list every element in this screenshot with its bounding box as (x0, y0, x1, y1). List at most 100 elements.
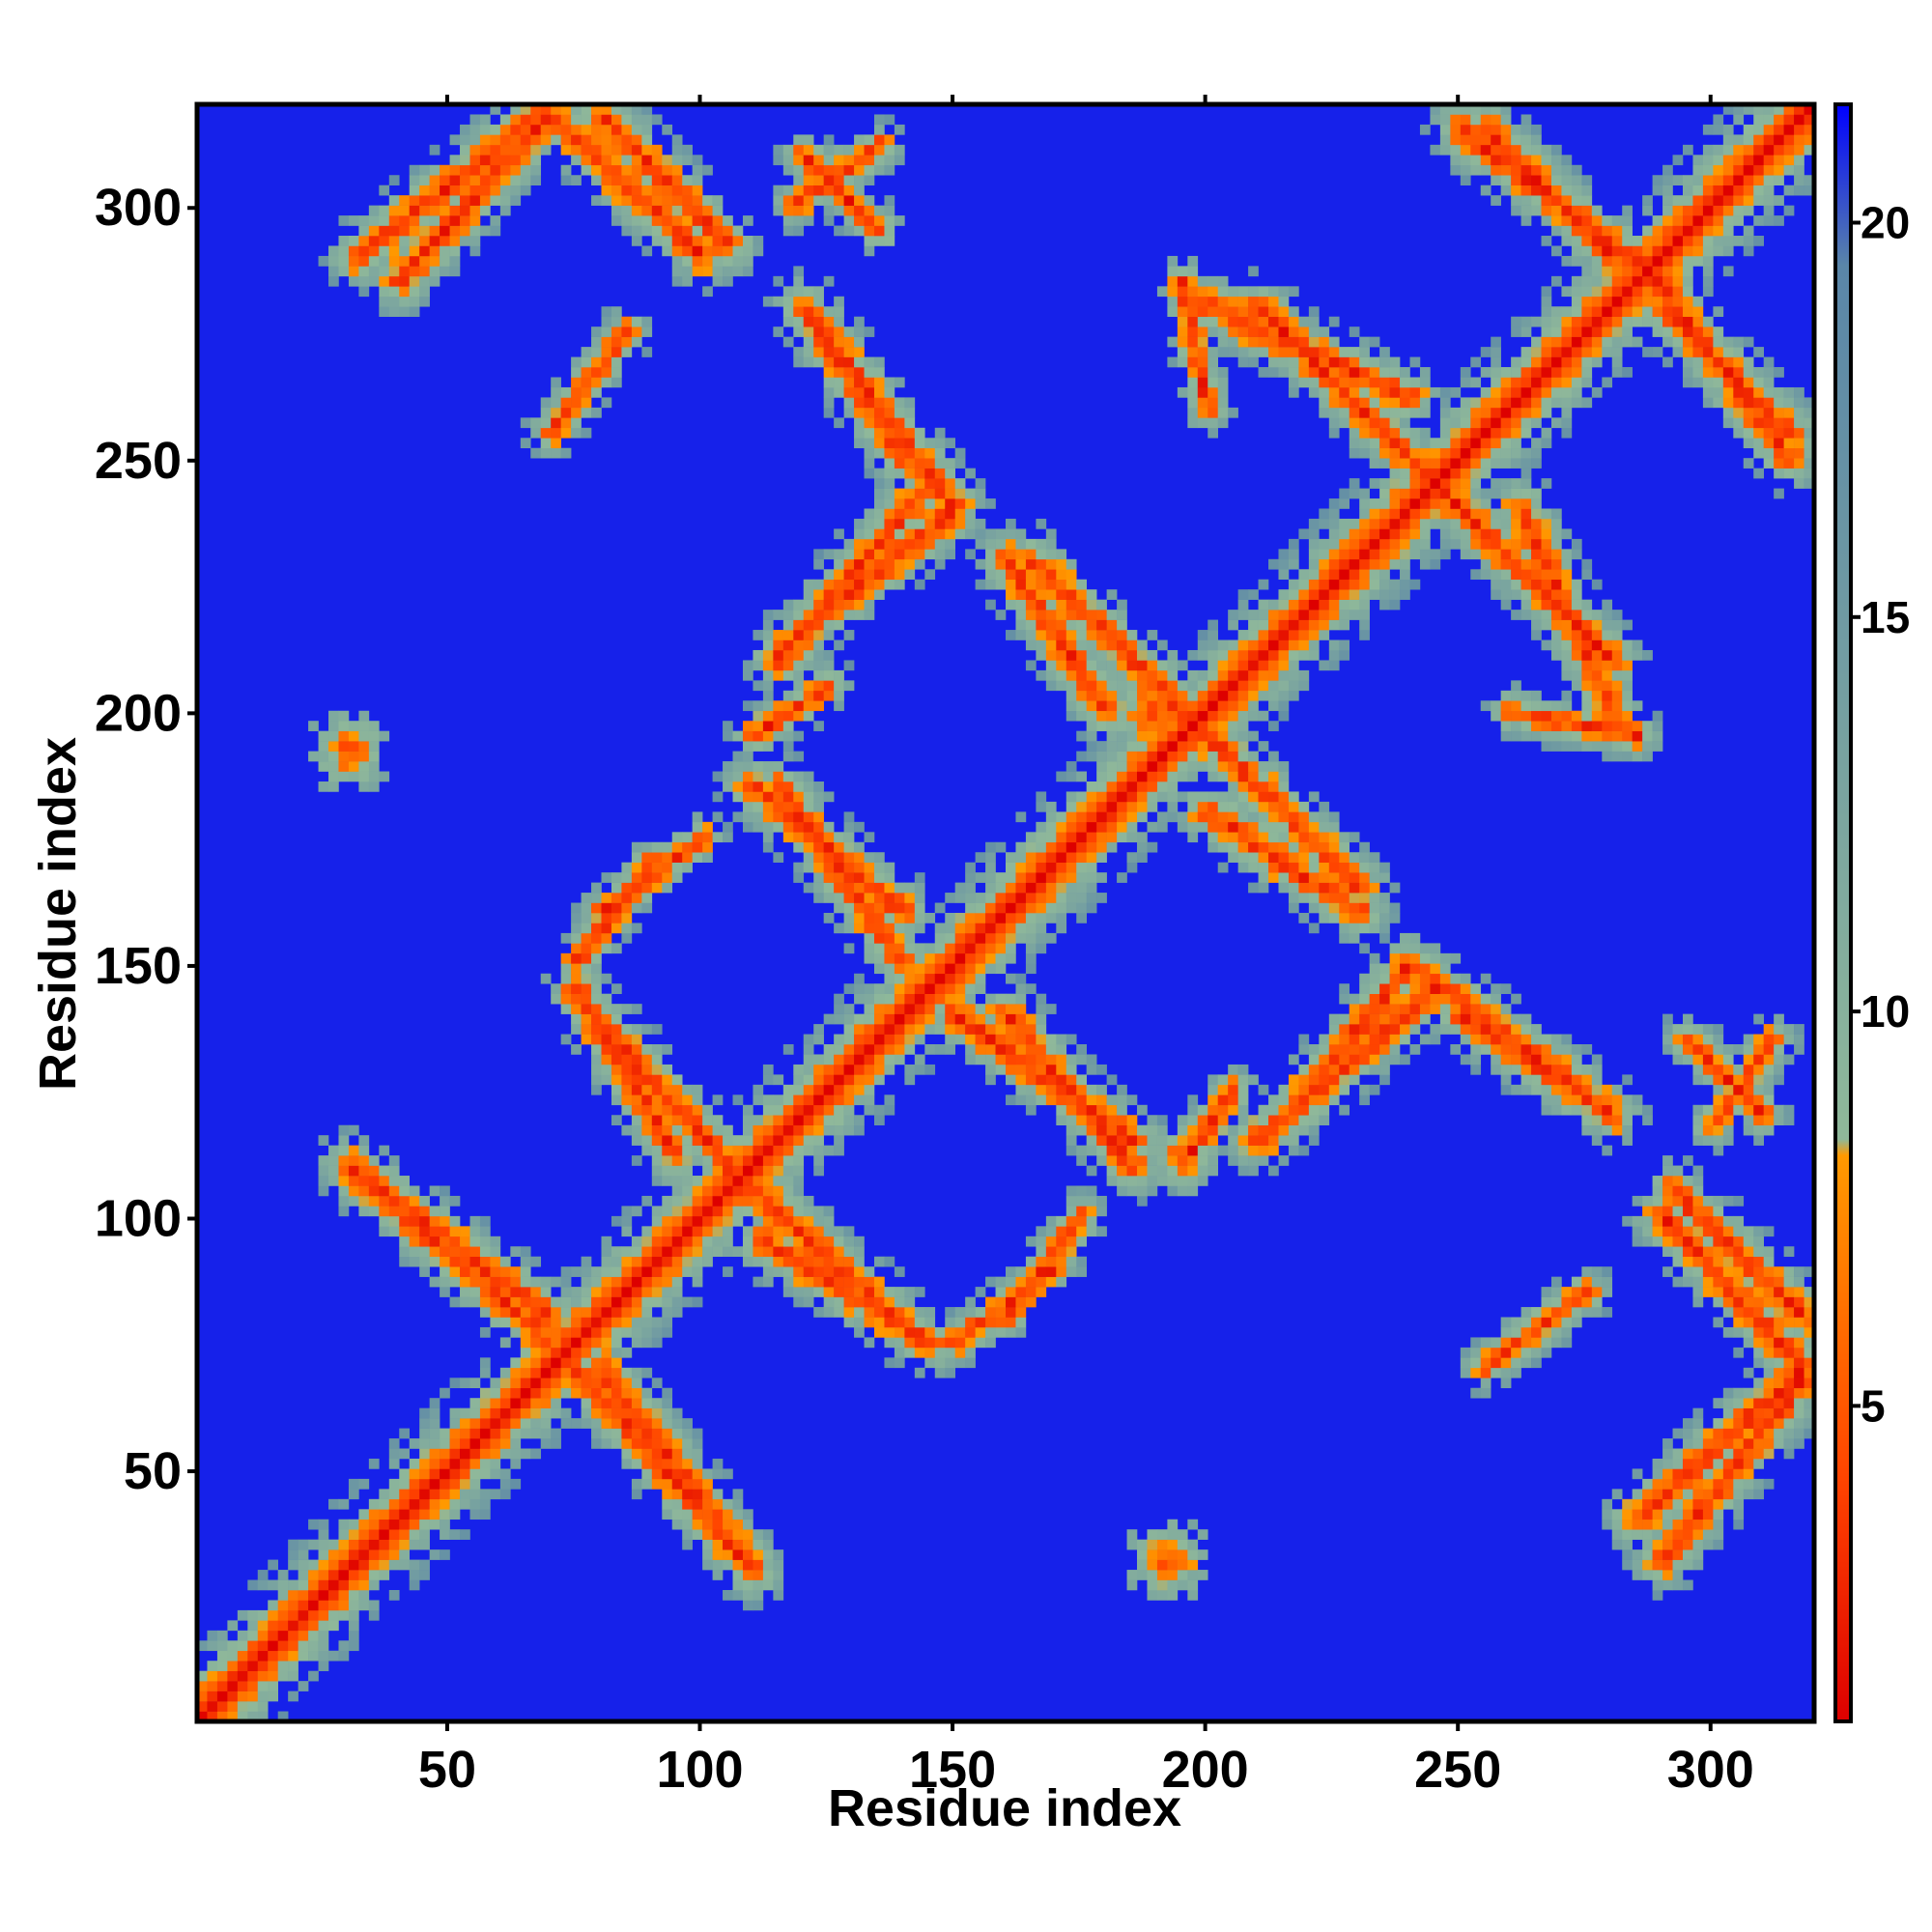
heatmap-cell (641, 1458, 653, 1469)
heatmap-cell (773, 1104, 784, 1116)
heatmap-cell (1187, 730, 1199, 742)
heatmap-cell (843, 902, 855, 914)
heatmap-cell (854, 569, 865, 581)
heatmap-cell (419, 1226, 430, 1237)
heatmap-cell (1400, 983, 1410, 994)
heatmap-cell (1419, 963, 1431, 975)
heatmap-cell (1015, 1064, 1027, 1075)
heatmap-cell (358, 1206, 370, 1217)
heatmap-cell (1208, 356, 1219, 368)
heatmap-cell (560, 164, 572, 176)
heatmap-cell (702, 1498, 713, 1510)
heatmap-cell (671, 1206, 683, 1217)
heatmap-cell (1470, 1387, 1482, 1399)
heatmap-cell (1460, 447, 1471, 459)
heatmap-cell (843, 893, 855, 903)
heatmap-cell (782, 195, 794, 206)
heatmap-cell (1177, 1539, 1188, 1550)
heatmap-cell (388, 255, 400, 267)
heatmap-cell (742, 1600, 753, 1611)
heatmap-cell (1430, 508, 1441, 520)
heatmap-cell (1076, 1145, 1087, 1156)
heatmap-cell (379, 225, 390, 237)
heatmap-cell (368, 751, 380, 762)
heatmap-cell (601, 155, 612, 166)
heatmap-cell (782, 1246, 794, 1258)
heatmap-cell (581, 1357, 592, 1369)
heatmap-cell (1288, 862, 1299, 873)
heatmap-cell (945, 1317, 955, 1328)
heatmap-cell (692, 1438, 703, 1449)
heatmap-cell (682, 1468, 693, 1480)
heatmap-cell (1117, 730, 1127, 742)
heatmap-cell (571, 144, 582, 156)
heatmap-cell (793, 680, 805, 692)
heatmap-cell (692, 1124, 703, 1136)
heatmap-cell (247, 1650, 259, 1662)
heatmap-cell (1389, 993, 1401, 1005)
heatmap-cell (1349, 882, 1360, 894)
heatmap-cell (813, 347, 824, 357)
heatmap-cell (611, 1317, 622, 1328)
heatmap-cell (782, 1155, 794, 1166)
heatmap-cell (1258, 1155, 1269, 1166)
heatmap-cell (1328, 639, 1340, 651)
heatmap-cell (1460, 397, 1471, 409)
heatmap-cell (671, 1276, 683, 1288)
heatmap-cell (1137, 751, 1148, 762)
heatmap-cell (1086, 630, 1097, 640)
heatmap-cell (1156, 1155, 1168, 1166)
heatmap-cell (520, 1387, 531, 1399)
heatmap-cell (1389, 952, 1401, 964)
heatmap-cell (1187, 801, 1199, 812)
heatmap-cell (1409, 498, 1421, 509)
heatmap-cell (1319, 660, 1330, 671)
heatmap-cell (1187, 649, 1199, 661)
heatmap-cell (621, 104, 633, 115)
heatmap-cell (1045, 893, 1057, 903)
heatmap-cell (924, 1024, 936, 1035)
heatmap-cell (1006, 1074, 1016, 1086)
heatmap-cell (1036, 1266, 1047, 1277)
heatmap-cell (631, 1337, 642, 1349)
heatmap-cell (621, 1206, 633, 1217)
heatmap-cell (843, 356, 855, 368)
heatmap-cell (692, 1195, 703, 1207)
heatmap-cell (409, 175, 420, 185)
heatmap-cell (348, 1185, 359, 1197)
heatmap-cell (1006, 1013, 1016, 1025)
heatmap-cell (995, 952, 1007, 964)
heatmap-cell (460, 1529, 470, 1540)
heatmap-cell (1187, 1115, 1199, 1126)
heatmap-cell (409, 1438, 420, 1449)
heatmap-cell (551, 1276, 561, 1288)
heatmap-cell (490, 1458, 501, 1469)
heatmap-cell (1177, 721, 1188, 731)
heatmap-cell (884, 114, 895, 126)
heatmap-cell (601, 104, 612, 115)
heatmap-cell (1106, 669, 1118, 681)
heatmap-cell (692, 1489, 703, 1500)
heatmap-cell (338, 1165, 350, 1177)
heatmap-cell (723, 721, 733, 731)
heatmap-cell (753, 1155, 764, 1166)
heatmap-cell (702, 236, 713, 246)
heatmap-cell (742, 266, 753, 277)
heatmap-cell (1126, 1185, 1138, 1197)
heatmap-cell (965, 993, 976, 1005)
heatmap-cell (702, 1509, 713, 1520)
heatmap-cell (894, 993, 905, 1005)
heatmap-cell (540, 1296, 552, 1308)
heatmap-cell (843, 1054, 855, 1065)
heatmap-cell (1096, 1195, 1107, 1207)
heatmap-cell (1076, 1104, 1087, 1116)
heatmap-cell (843, 680, 855, 692)
heatmap-cell (884, 1326, 895, 1338)
heatmap-cell (762, 1094, 774, 1106)
heatmap-cell (1208, 1155, 1219, 1166)
heatmap-cell (671, 852, 683, 863)
heatmap-cell (864, 1013, 875, 1025)
heatmap-cell (1308, 528, 1320, 540)
heatmap-cell (1278, 669, 1290, 681)
heatmap-cell (823, 1044, 835, 1055)
